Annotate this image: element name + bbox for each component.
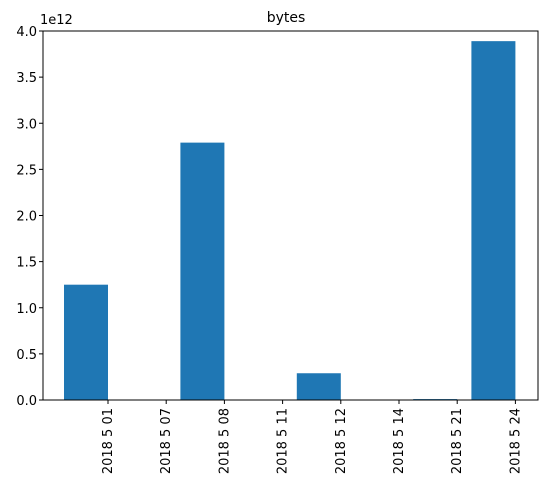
- x-tick-label: 2018 5 08: [217, 408, 232, 474]
- x-tick-label: 2018 5 11: [276, 408, 291, 474]
- y-tick-label: 2.5: [16, 163, 37, 178]
- x-axis: 2018 5 01 2018 5 07 2018 5 08 2018 5 11 2018…: [101, 400, 523, 474]
- y-tick-label: 3.5: [16, 71, 37, 86]
- y-tick-label: 1.0: [16, 302, 37, 317]
- y-tick-label: 4.0: [16, 25, 37, 40]
- x-tick-label: 2018 5 14: [392, 408, 407, 474]
- y-tick-label: 0.0: [16, 394, 37, 409]
- y-axis-offset-label: 1e12: [40, 13, 73, 28]
- x-tick-label: 2018 5 01: [101, 408, 116, 474]
- x-tick-label: 2018 5 12: [334, 408, 349, 474]
- y-tick-label: 3.0: [16, 117, 37, 132]
- bar-7: [471, 41, 516, 401]
- y-tick-label: 1.5: [16, 256, 37, 271]
- y-tick-label: 2.0: [16, 210, 37, 225]
- y-tick-label: 0.5: [16, 348, 37, 363]
- plot-frame: [42, 30, 539, 401]
- bars-group: [64, 41, 516, 401]
- x-tick-label: 2018 5 21: [450, 408, 465, 474]
- x-tick-label: 2018 5 24: [508, 408, 523, 474]
- x-tick-label: 2018 5 07: [159, 408, 174, 474]
- y-axis: 0.0 0.5 1.0 1.5 2.0 2.5 3.0 3.5 4.0: [16, 25, 43, 409]
- chart-title: bytes: [267, 10, 306, 26]
- bar-2: [180, 142, 225, 400]
- bar-4: [296, 373, 341, 400]
- bar-0: [64, 284, 108, 400]
